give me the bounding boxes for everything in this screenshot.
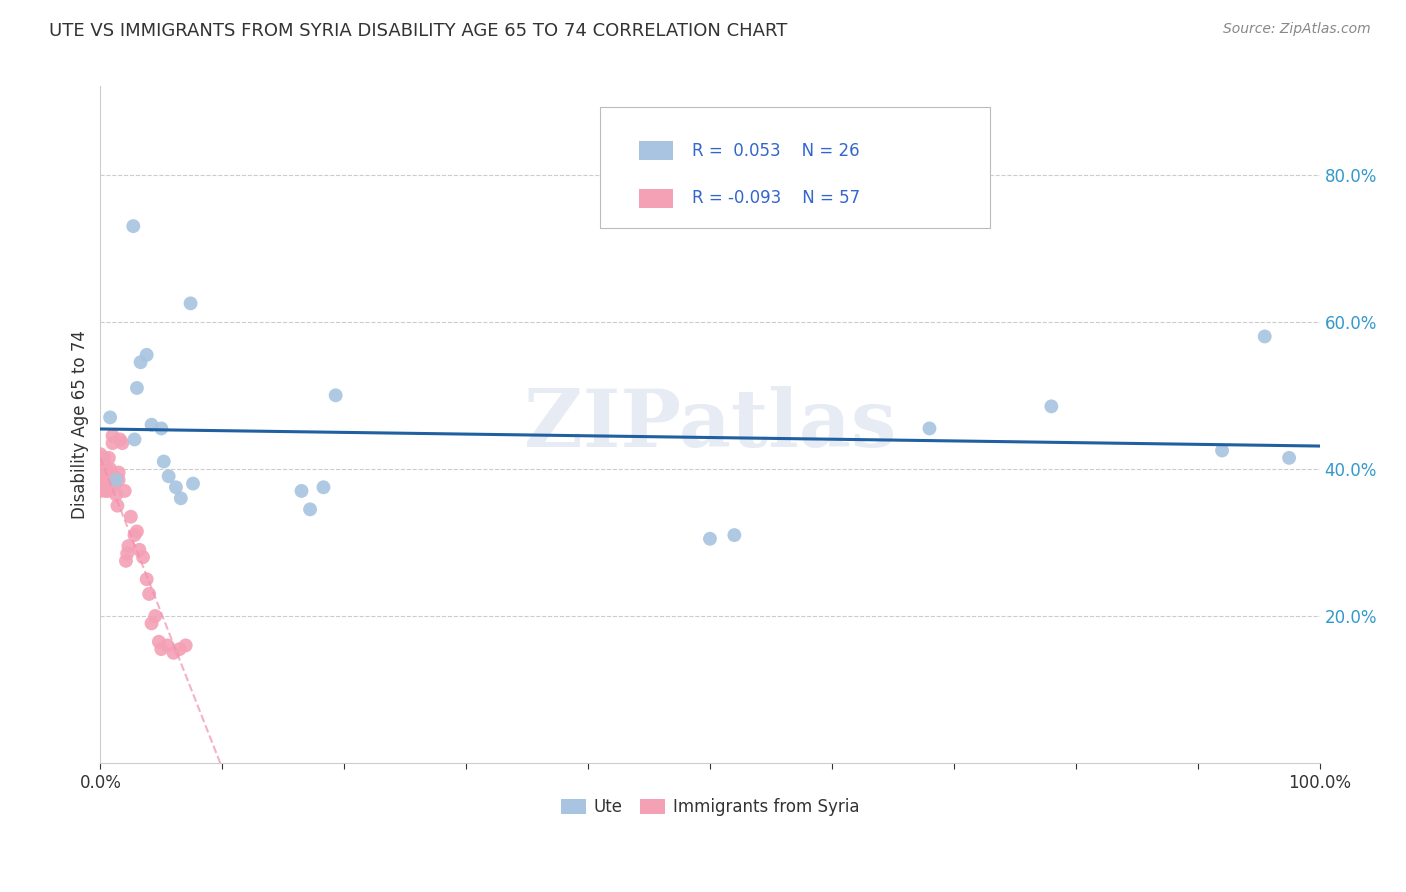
Point (150, 421, 173, 435)
Point (98, 410, 121, 425)
Point (312, 480, 335, 494)
Point (132, 550, 155, 565)
Point (150, 642, 173, 657)
Point (141, 616, 163, 631)
Point (93, 450, 115, 465)
Point (125, 524, 148, 539)
Legend: Ute, Immigrants from Syria: Ute, Immigrants from Syria (554, 791, 866, 822)
Text: UTE VS IMMIGRANTS FROM SYRIA DISABILITY AGE 65 TO 74 CORRELATION CHART: UTE VS IMMIGRANTS FROM SYRIA DISABILITY … (49, 22, 787, 40)
Point (180, 296, 202, 310)
FancyBboxPatch shape (600, 107, 990, 228)
Point (152, 454, 174, 468)
Point (107, 466, 129, 480)
Point (97, 469, 120, 483)
Point (91, 462, 114, 476)
Point (723, 528, 745, 542)
Point (181, 476, 204, 491)
Point (138, 587, 160, 601)
Point (94, 469, 117, 483)
Point (96, 462, 118, 476)
Point (141, 417, 163, 432)
Point (122, 219, 145, 234)
Text: R = -0.093    N = 57: R = -0.093 N = 57 (692, 189, 860, 207)
Point (89, 447, 111, 461)
Point (89, 462, 111, 476)
Point (299, 502, 322, 516)
Point (91, 469, 114, 483)
Point (129, 355, 152, 369)
Point (105, 473, 128, 487)
Point (143, 609, 166, 624)
Point (114, 483, 136, 498)
Point (104, 476, 127, 491)
Point (101, 429, 124, 443)
Point (165, 480, 187, 494)
Point (98, 476, 121, 491)
Point (97, 483, 120, 498)
Point (124, 433, 146, 447)
Point (97, 473, 120, 487)
Text: R =  0.053    N = 26: R = 0.053 N = 26 (692, 142, 859, 160)
Y-axis label: Disability Age 65 to 74: Disability Age 65 to 74 (72, 330, 89, 519)
Point (90, 469, 112, 483)
Point (91, 476, 114, 491)
Point (105, 488, 128, 502)
Point (108, 433, 131, 447)
Point (125, 381, 148, 395)
Point (1040, 400, 1063, 414)
Point (96, 473, 118, 487)
Point (174, 639, 197, 653)
FancyBboxPatch shape (640, 141, 673, 161)
Point (156, 639, 179, 653)
Point (103, 469, 125, 483)
Point (157, 469, 180, 483)
Point (117, 539, 139, 553)
Point (89, 454, 111, 468)
Point (89, 473, 111, 487)
Point (107, 499, 129, 513)
Point (93, 480, 115, 494)
Point (325, 388, 347, 402)
Point (699, 532, 721, 546)
Point (94, 483, 117, 498)
Point (115, 554, 138, 568)
Point (124, 528, 146, 542)
Text: ZIPatlas: ZIPatlas (524, 385, 896, 464)
Point (290, 483, 312, 498)
Point (89, 483, 111, 498)
Point (1278, 450, 1301, 465)
Point (89, 454, 111, 468)
Point (90, 475, 112, 489)
Point (101, 436, 124, 450)
FancyBboxPatch shape (640, 188, 673, 208)
Point (97, 476, 120, 491)
Point (90, 473, 112, 487)
Point (170, 491, 193, 506)
Point (169, 642, 191, 657)
Point (98, 462, 121, 476)
Point (148, 634, 170, 648)
Point (111, 436, 134, 450)
Point (1211, 443, 1233, 458)
Point (1254, 329, 1277, 343)
Point (97, 450, 120, 465)
Point (120, 509, 142, 524)
Point (93, 458, 115, 473)
Point (135, 572, 157, 586)
Point (115, 546, 138, 560)
Point (162, 646, 184, 660)
Point (135, 348, 157, 362)
Text: Source: ZipAtlas.com: Source: ZipAtlas.com (1223, 22, 1371, 37)
Point (90, 480, 112, 494)
Point (918, 421, 941, 435)
Point (100, 480, 122, 494)
Point (128, 542, 150, 557)
Point (107, 473, 129, 487)
